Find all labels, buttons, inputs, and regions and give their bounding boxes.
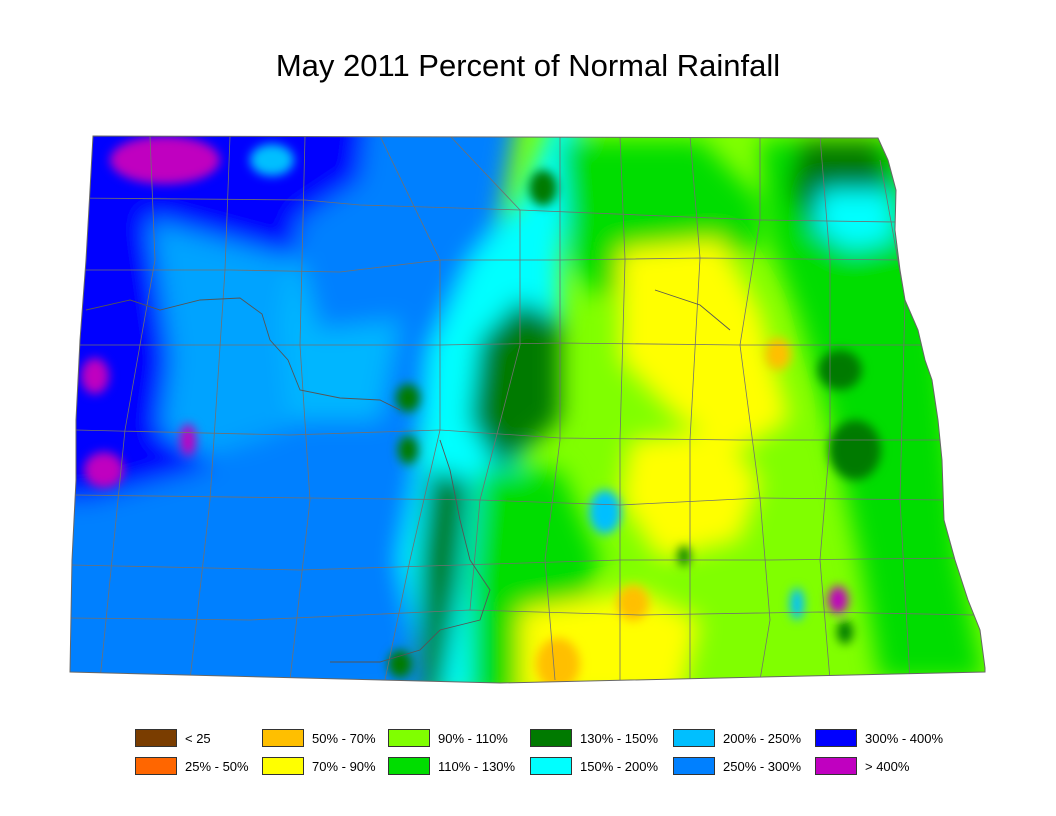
legend-item: > 400% — [815, 756, 909, 776]
legend-label: 70% - 90% — [312, 758, 376, 774]
legend-item: 250% - 300% — [673, 756, 801, 776]
county-lines — [70, 136, 976, 681]
legend-swatch — [530, 729, 572, 747]
legend-item: 25% - 50% — [135, 756, 249, 776]
rainfall-surface — [70, 136, 985, 683]
patch-50-70-a — [765, 338, 791, 370]
patch-50-70-c — [536, 638, 580, 683]
legend-item: 300% - 400% — [815, 728, 943, 748]
band-110-130-b — [760, 140, 985, 680]
legend-swatch — [530, 757, 572, 775]
legend-item: 50% - 70% — [262, 728, 376, 748]
patch-130-150-d — [818, 350, 862, 390]
legend-swatch — [388, 729, 430, 747]
patch-over-400-w2 — [84, 452, 124, 488]
legend-item: 150% - 200% — [530, 756, 658, 776]
legend-swatch — [673, 729, 715, 747]
band-130-150-b — [420, 470, 470, 683]
patch-over-400-w1 — [81, 358, 109, 394]
legend-label: 150% - 200% — [580, 758, 659, 774]
legend-label: 110% - 130% — [438, 758, 516, 774]
legend-label: 25% - 50% — [185, 758, 249, 774]
patch-over-400-w3 — [180, 424, 196, 456]
legend-label: 50% - 70% — [312, 730, 376, 746]
patch-130-150-i — [529, 170, 557, 206]
patch-130-150-k — [678, 546, 690, 566]
legend-item: 70% - 90% — [262, 756, 376, 776]
legend-label: < 25 — [185, 730, 211, 746]
state-border — [69, 135, 986, 684]
legend-label: 250% - 300% — [723, 758, 802, 774]
legend-label: 90% - 110% — [438, 730, 508, 746]
river-lines — [85, 289, 731, 663]
legend-item: < 25 — [135, 728, 211, 748]
legend-swatch — [815, 757, 857, 775]
patch-130-150-f — [396, 384, 420, 412]
band-110-130-a — [560, 140, 760, 300]
legend-label: 200% - 250% — [723, 730, 802, 746]
band-130-150-a — [470, 300, 560, 470]
legend-item: 200% - 250% — [673, 728, 801, 748]
legend-item: 130% - 150% — [530, 728, 658, 748]
patch-200-250-center — [589, 490, 621, 534]
patch-over-400-se — [828, 586, 848, 614]
legend-label: 130% - 150% — [580, 730, 659, 746]
patch-130-150-j — [837, 620, 853, 644]
legend-label: 300% - 400% — [865, 730, 944, 746]
patch-over-400-nw — [110, 136, 220, 184]
band-200-250 — [150, 220, 400, 460]
patch-50-70-b — [617, 585, 649, 621]
patch-130-150-e — [829, 420, 881, 480]
legend-swatch — [815, 729, 857, 747]
legend-item: 90% - 110% — [388, 728, 508, 748]
legend-swatch — [262, 729, 304, 747]
band-110-130-c — [470, 470, 600, 683]
patch-130-150-g — [398, 436, 418, 464]
legend-swatch — [388, 757, 430, 775]
map-title: May 2011 Percent of Normal Rainfall — [275, 48, 781, 83]
legend-swatch — [673, 757, 715, 775]
band-150-200-ne — [815, 190, 895, 250]
legend-swatch — [135, 729, 177, 747]
legend-item: 110% - 130% — [388, 756, 515, 776]
patch-200-250-se — [790, 588, 804, 620]
legend-label: > 400% — [865, 758, 910, 774]
legend-swatch — [262, 757, 304, 775]
legend-swatch — [135, 757, 177, 775]
patch-130-150-h — [388, 650, 412, 678]
patch-150-200-w — [250, 144, 294, 176]
